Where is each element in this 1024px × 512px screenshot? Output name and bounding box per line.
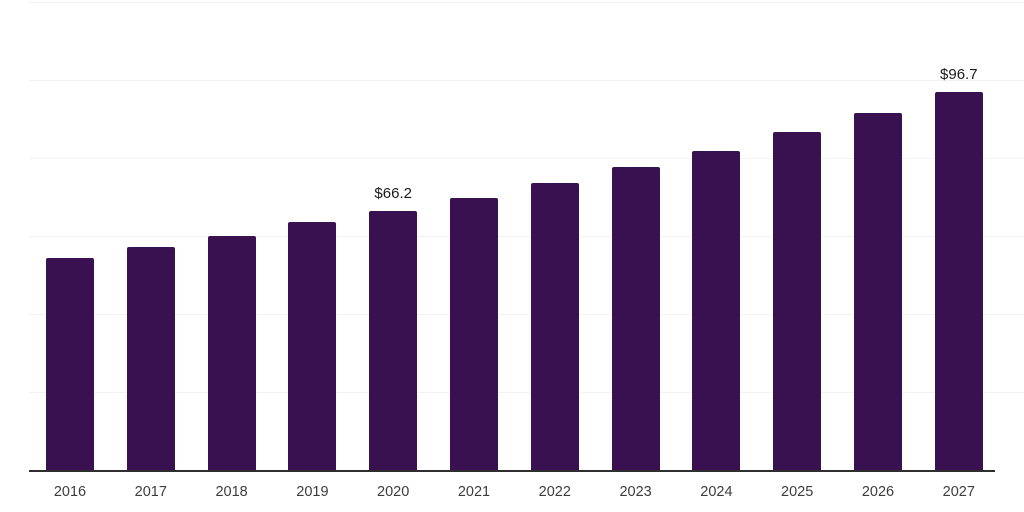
- bar-group-2017[interactable]: [126, 0, 175, 470]
- bar-2020[interactable]: [369, 211, 418, 470]
- bar-group-2022[interactable]: [530, 0, 579, 470]
- bar-group-2023[interactable]: [611, 0, 660, 470]
- gridline-1: [29, 80, 1024, 81]
- gridline-5: [29, 392, 1024, 393]
- x-tick-label-2018: 2018: [215, 484, 248, 500]
- bar-2022[interactable]: [530, 183, 579, 470]
- x-tick-label-2020: 2020: [377, 484, 410, 500]
- bar-2025[interactable]: [773, 132, 822, 470]
- bar-value-label-2027: $96.7: [940, 66, 978, 83]
- bar-2021[interactable]: [450, 197, 498, 470]
- bar-2024[interactable]: [692, 151, 741, 470]
- x-axis-line: [29, 470, 995, 472]
- bar-2017[interactable]: [126, 247, 175, 470]
- x-tick-label-2016: 2016: [53, 484, 87, 500]
- bar-group-2026[interactable]: [854, 0, 902, 470]
- x-tick-label-2024: 2024: [700, 484, 733, 500]
- bar-group-2024[interactable]: [692, 0, 741, 470]
- bar-group-2016[interactable]: [46, 0, 94, 470]
- bar-group-2018[interactable]: [207, 0, 256, 470]
- bar-group-2025[interactable]: [773, 0, 822, 470]
- x-tick-label-2026: 2026: [861, 484, 895, 500]
- bar-group-2021[interactable]: [450, 0, 498, 470]
- bar-2016[interactable]: [46, 258, 94, 470]
- bar-2026[interactable]: [854, 113, 902, 470]
- x-tick-label-2019: 2019: [296, 484, 329, 500]
- gridline-0: [29, 2, 1024, 3]
- bar-group-2019[interactable]: [288, 0, 337, 470]
- x-tick-label-2023: 2023: [619, 484, 652, 500]
- bar-2019[interactable]: [288, 222, 337, 470]
- bar-2018[interactable]: [207, 235, 256, 470]
- gridline-3: [29, 236, 1024, 237]
- x-tick-label-2025: 2025: [781, 484, 814, 500]
- bar-group-2027[interactable]: $96.7: [934, 0, 983, 470]
- bar-value-label-2020: $66.2: [374, 185, 412, 203]
- x-tick-label-2027: 2027: [942, 484, 975, 500]
- x-tick-label-2021: 2021: [457, 484, 491, 500]
- bar-2023[interactable]: [611, 167, 660, 470]
- x-axis-labels: 2016 2017 2018 2019 2020 2021 2022 2023 2024 2025…: [0, 482, 1024, 512]
- x-tick-label-2017: 2017: [134, 484, 167, 500]
- x-tick-label-2022: 2022: [538, 484, 571, 500]
- bar-group-2020[interactable]: $66.2: [369, 0, 418, 470]
- bar-2027[interactable]: [934, 92, 983, 470]
- plot-area: $66.2 $96.7: [46, 0, 983, 470]
- gridline-2: [29, 158, 1024, 159]
- gridline-4: [29, 314, 1024, 315]
